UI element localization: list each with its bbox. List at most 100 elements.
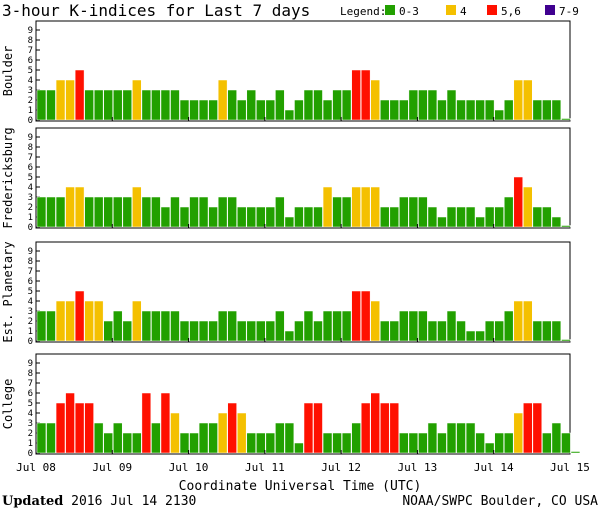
- k-index-bar: [303, 310, 314, 342]
- k-index-bar: [427, 422, 438, 454]
- k-index-bar: [484, 206, 495, 228]
- k-index-bar: [351, 186, 361, 228]
- k-index-bar: [237, 206, 247, 228]
- k-index-bar: [198, 422, 209, 454]
- k-index-bar: [141, 89, 152, 121]
- k-index-bar: [341, 89, 352, 121]
- k-index-bar: [189, 99, 199, 121]
- k-index-bar: [84, 402, 94, 454]
- k-index-bar: [322, 310, 333, 342]
- panels: 0123456789Boulder0123456789Fredericksbur…: [1, 20, 581, 459]
- k-index-bar: [84, 89, 94, 121]
- k-index-bar: [113, 310, 123, 342]
- k-index-bar: [122, 196, 133, 228]
- k-index-bar: [380, 206, 390, 228]
- x-tick-label: Jul 09: [92, 461, 132, 474]
- k-index-bar: [179, 99, 190, 121]
- k-index-bar: [504, 310, 514, 342]
- k-index-bar: [399, 310, 409, 342]
- k-index-bar: [294, 99, 304, 121]
- y-tick-label: 9: [28, 133, 33, 143]
- k-index-bar: [113, 196, 123, 228]
- k-index-bar: [237, 412, 247, 454]
- k-index-bar: [484, 320, 495, 342]
- legend-swatch: [385, 5, 395, 15]
- k-index-bar: [418, 310, 428, 342]
- k-index-bar: [46, 310, 56, 342]
- k-index-bar: [399, 99, 409, 121]
- k-index-bar: [93, 300, 104, 342]
- k-index-bar: [93, 89, 104, 121]
- k-index-bar: [227, 402, 237, 454]
- y-tick-label: 1: [28, 213, 33, 223]
- k-index-bar: [561, 118, 571, 121]
- k-index-bar: [46, 196, 56, 228]
- y-tick-label: 2: [28, 96, 33, 106]
- k-index-bar: [65, 79, 75, 121]
- k-index-bar: [122, 89, 133, 121]
- k-index-bar: [332, 432, 342, 454]
- updated-label: Updated 2016 Jul 14 2130: [2, 494, 196, 509]
- k-index-bar: [351, 290, 361, 342]
- k-index-bar: [341, 196, 352, 228]
- k-index-bar: [275, 310, 285, 342]
- y-tick-label: 3: [28, 307, 33, 317]
- legend-swatch: [487, 5, 497, 15]
- k-index-bar: [418, 196, 428, 228]
- k-index-bar: [284, 109, 295, 121]
- k-index-bar: [351, 422, 361, 454]
- y-tick-label: 3: [28, 419, 33, 429]
- k-index-bar: [84, 300, 94, 342]
- k-index-bar: [341, 310, 352, 342]
- y-tick-label: 3: [28, 193, 33, 203]
- k-index-bar: [65, 300, 75, 342]
- k-index-bar: [170, 196, 180, 228]
- k-index-bar: [217, 196, 228, 228]
- updated-timestamp: 2016 Jul 14 2130: [63, 494, 196, 509]
- x-tick-label: Jul 12: [321, 461, 361, 474]
- y-tick-label: 5: [28, 66, 33, 76]
- k-index-bar: [122, 320, 133, 342]
- k-index-bar: [313, 320, 323, 342]
- k-index-bar: [313, 89, 323, 121]
- y-tick-label: 4: [28, 76, 33, 86]
- x-tick-label: Jul 15: [550, 461, 590, 474]
- k-index-bar: [132, 79, 142, 121]
- x-tick-label: Jul 14: [474, 461, 514, 474]
- k-index-bar: [103, 320, 113, 342]
- updated-keyword: Updated: [2, 494, 63, 509]
- k-index-bar: [446, 89, 457, 121]
- y-tick-label: 9: [28, 359, 33, 369]
- k-index-bar: [294, 320, 304, 342]
- k-index-bar: [389, 402, 400, 454]
- k-index-bar: [198, 99, 209, 121]
- source-label: NOAA/SWPC Boulder, CO USA: [402, 494, 598, 509]
- k-index-bar: [265, 432, 276, 454]
- y-tick-label: 1: [28, 439, 33, 449]
- y-tick-label: 4: [28, 409, 33, 419]
- k-index-bar: [542, 206, 552, 228]
- k-index-bar: [160, 392, 171, 454]
- y-tick-label: 5: [28, 287, 33, 297]
- k-index-bar: [313, 206, 323, 228]
- k-index-bar: [360, 290, 371, 342]
- k-index-bar: [303, 89, 314, 121]
- k-index-bar: [132, 432, 142, 454]
- panel-label: Boulder: [1, 46, 15, 97]
- k-index-bar: [132, 186, 142, 228]
- k-index-bar: [523, 300, 533, 342]
- k-index-bar: [208, 320, 218, 342]
- k-index-bar: [389, 320, 400, 342]
- k-index-bar: [322, 99, 333, 121]
- k-index-bar: [456, 422, 466, 454]
- k-index-bar: [322, 186, 333, 228]
- k-index-bar: [494, 109, 504, 121]
- k-index-bar: [170, 89, 180, 121]
- k-index-bar: [275, 422, 285, 454]
- k-index-bar: [256, 432, 266, 454]
- k-index-bar: [523, 79, 533, 121]
- k-index-bar: [294, 206, 304, 228]
- k-index-bar: [217, 412, 228, 454]
